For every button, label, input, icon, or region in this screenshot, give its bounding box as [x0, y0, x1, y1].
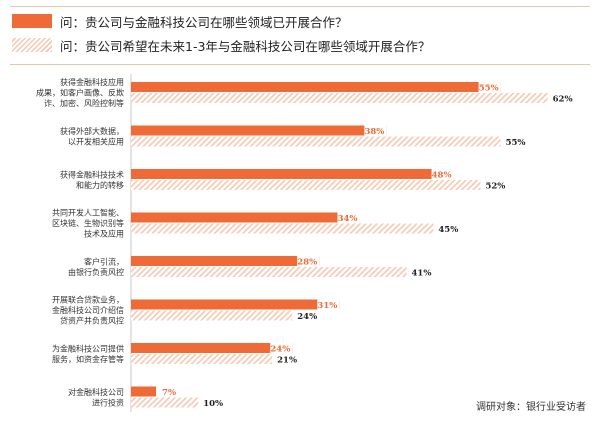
- value-label-current: 28%: [297, 258, 317, 268]
- bar-future: [131, 136, 501, 147]
- bar-future: [131, 180, 481, 190]
- value-label-bg: [297, 256, 320, 266]
- bar-current: [131, 82, 501, 92]
- legend-future: 问：贵公司希望在未来1-3年与金融科技公司在哪些领域开展合作？: [12, 36, 430, 54]
- legend-swatch-future: [12, 38, 52, 52]
- legend-current: 问：贵公司与金融科技公司在哪些领域已开展合作？: [12, 12, 348, 30]
- value-label-bg: [364, 125, 387, 136]
- bar-current: [131, 256, 320, 266]
- bar-current: [131, 169, 454, 179]
- top-divider: [10, 6, 590, 7]
- category-label: 客户引流，由银行负责风控: [68, 256, 124, 277]
- bar-future: [131, 223, 434, 234]
- value-label-bg: [270, 343, 293, 353]
- value-label-current: 38%: [364, 127, 384, 137]
- bar-future: [131, 310, 293, 321]
- bar-future: [131, 267, 407, 277]
- legend-label-current: 问：贵公司与金融科技公司在哪些领域已开展合作？: [60, 14, 348, 30]
- legend-swatch-current: [12, 14, 52, 28]
- category-label: 获得金融科技技术和能力的转移: [60, 169, 124, 190]
- category-label: 为金融科技公司提供服务，如资金存管等: [52, 343, 124, 364]
- value-label-future: 24%: [297, 312, 317, 322]
- bar-current: [131, 386, 179, 397]
- bar-current: [131, 343, 293, 353]
- legend-divider: [10, 64, 590, 65]
- value-label-future: 10%: [203, 399, 223, 409]
- category-label: 获得外部大数据，以开发相关应用: [60, 126, 124, 147]
- value-label-bg: [337, 212, 360, 223]
- value-label-future: 52%: [485, 182, 505, 192]
- value-label-future: 41%: [412, 269, 432, 279]
- value-label-bg: [431, 169, 454, 179]
- bar-future: [131, 354, 273, 364]
- bar-current: [131, 299, 340, 310]
- category-label: 对金融科技公司进行投资: [68, 387, 124, 408]
- value-label-current: 24%: [270, 345, 290, 355]
- category-label: 获得金融科技应用成果，如客户画像、反欺诈、加密、风险控制等: [36, 77, 124, 108]
- bar-future: [131, 397, 199, 408]
- value-label-future: 21%: [277, 356, 297, 366]
- category-label: 共同开发人工智能、区块链、生物识别等技术及应用: [52, 208, 124, 239]
- value-label-current: 55%: [479, 84, 499, 94]
- bar-future: [131, 93, 548, 103]
- value-label-current: 7%: [162, 388, 176, 398]
- value-label-bg: [317, 299, 340, 310]
- value-label-current: 31%: [317, 301, 337, 311]
- bar-current: [131, 212, 360, 223]
- bar-current: [131, 125, 387, 136]
- value-label-current: 48%: [432, 171, 452, 181]
- category-label: 开展联合贷款业务，金融科技公司介绍信贷资产并负责风控: [52, 295, 124, 326]
- value-label-bg: [156, 386, 179, 397]
- value-label-future: 45%: [438, 225, 458, 235]
- value-label-future: 55%: [506, 138, 526, 148]
- survey-note: 调研对象：银行业受访者: [476, 402, 586, 413]
- value-label-future: 62%: [553, 95, 573, 105]
- value-label-current: 34%: [338, 214, 358, 224]
- legend-label-future: 问：贵公司希望在未来1-3年与金融科技公司在哪些领域开展合作？: [60, 38, 431, 54]
- value-label-bg: [478, 82, 501, 92]
